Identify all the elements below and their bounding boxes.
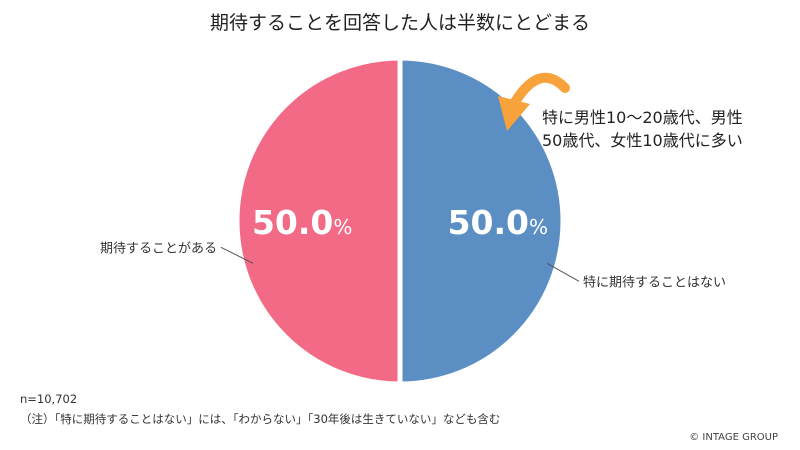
leader-lines — [220, 246, 580, 282]
leader-line-0 — [546, 262, 580, 282]
footnote: （注）「特に期待することはない」には、「わからない」「30年後は生きていない」な… — [20, 412, 501, 426]
arrow-shaft — [510, 72, 570, 107]
chart-title: 期待することを回答した人は半数にとどまる — [209, 12, 590, 34]
arrow-head — [498, 96, 530, 131]
copyright: © INTAGE GROUP — [689, 432, 778, 443]
annotation: 特に男性10～20歳代、男性 50歳代、女性10歳代に多い — [542, 106, 743, 152]
pie-slice-0 — [397, 55, 566, 387]
annotation-arrow-icon — [498, 72, 570, 131]
category-label-0: 特に期待することはない — [583, 275, 726, 290]
annotation-line-1: 特に男性10～20歳代、男性 — [542, 108, 743, 127]
sample-size: n=10,702 — [20, 392, 78, 406]
annotation-line-2: 50歳代、女性10歳代に多い — [542, 131, 743, 150]
category-label-1: 期待することがある — [100, 241, 217, 256]
pie-slices — [234, 55, 566, 387]
pie-slice-1 — [234, 55, 403, 387]
leader-line-1 — [220, 246, 254, 264]
